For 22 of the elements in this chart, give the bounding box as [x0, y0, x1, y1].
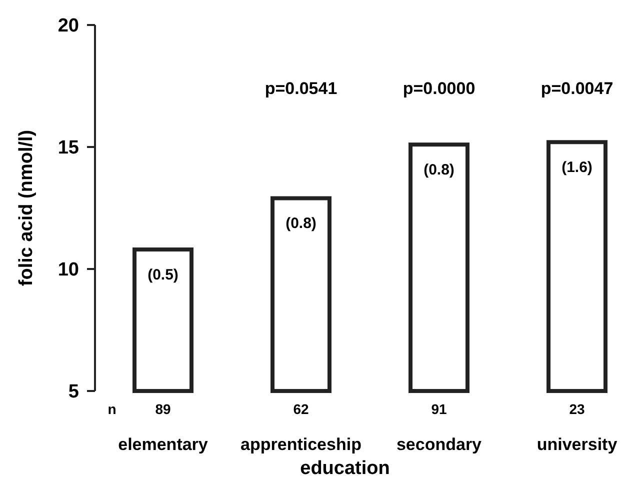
annotation: (1.6)	[562, 159, 592, 176]
y-axis-title: folic acid (nmol/l)	[16, 130, 37, 286]
annotation: p=0.0047	[540, 79, 614, 98]
x-tick-label: university	[536, 435, 618, 454]
annotation: (0.5)	[148, 266, 178, 284]
text: 89	[155, 401, 171, 417]
x-tick-label: elementary	[118, 435, 208, 454]
annotation: (0.8)	[286, 215, 316, 232]
y-tick-label: 20	[58, 16, 79, 37]
annotation: (0.8)	[424, 162, 454, 179]
y-tick-label: 5	[68, 382, 80, 403]
x-axis-title: education	[300, 458, 390, 479]
y-tick-label: 15	[58, 138, 80, 159]
text: n	[108, 401, 116, 417]
y-tick-label: 10	[58, 260, 79, 281]
annotation: p=0.0000	[402, 79, 476, 98]
x-tick-label: apprenticeship	[240, 435, 362, 454]
text: 23	[569, 401, 585, 417]
annotation: p=0.0541	[264, 79, 338, 98]
text: 62	[293, 401, 309, 417]
x-tick-label: secondary	[396, 435, 482, 454]
text: 91	[431, 401, 447, 417]
